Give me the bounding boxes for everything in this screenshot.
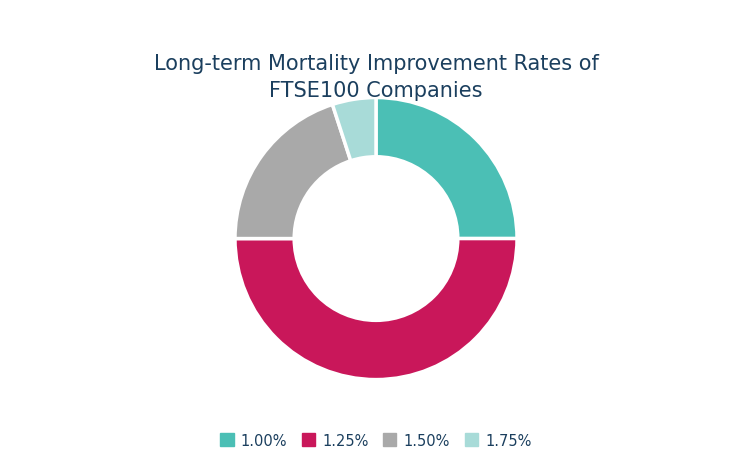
- Wedge shape: [376, 98, 517, 239]
- Wedge shape: [332, 98, 376, 161]
- Wedge shape: [235, 105, 350, 239]
- Legend: 1.00%, 1.25%, 1.50%, 1.75%: 1.00%, 1.25%, 1.50%, 1.75%: [214, 427, 538, 451]
- Wedge shape: [235, 239, 517, 380]
- Text: Long-term Mortality Improvement Rates of
FTSE100 Companies: Long-term Mortality Improvement Rates of…: [153, 54, 599, 101]
